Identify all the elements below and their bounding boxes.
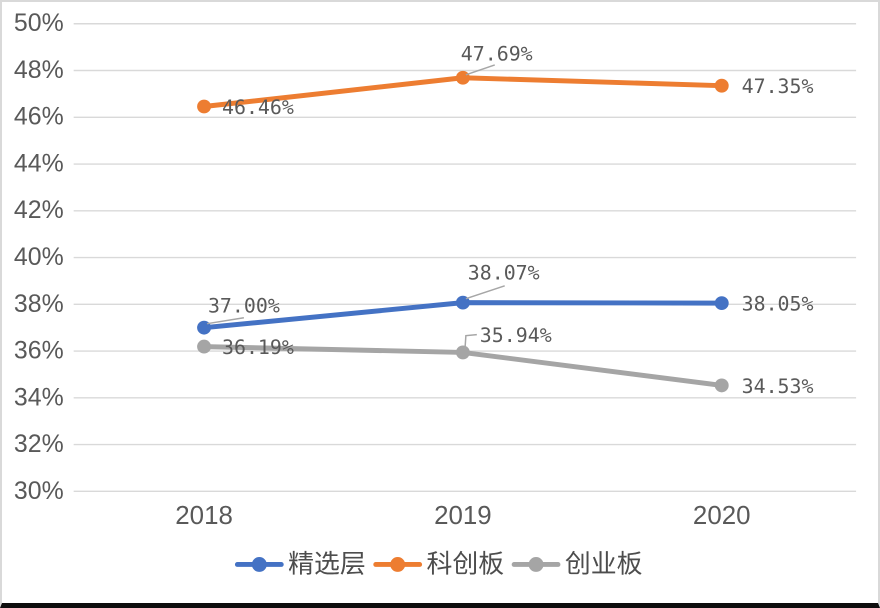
data-label-0-2: 38.05% <box>742 293 814 316</box>
data-label-leader-0-1 <box>465 285 505 300</box>
data-point-marker-1-0 <box>197 99 212 114</box>
data-label-2-2: 34.53% <box>742 375 814 398</box>
legend-marker-dot-2 <box>528 557 544 572</box>
data-label-1-0: 46.46% <box>222 96 294 119</box>
data-point-marker-0-2 <box>714 296 729 311</box>
data-label-leader-2-1 <box>464 333 477 351</box>
x-axis-tick-label: 2020 <box>693 502 751 530</box>
y-axis-tick-label: 50% <box>14 10 64 37</box>
x-axis-tick-label: 2019 <box>434 502 492 530</box>
data-label-leader-1-1 <box>465 64 495 76</box>
data-label-2-0: 36.19% <box>222 336 294 359</box>
data-label-2-1: 35.94% <box>480 324 552 347</box>
data-point-marker-2-1 <box>455 345 470 360</box>
data-point-marker-2-2 <box>714 378 729 393</box>
legend-item-1: 科创板 <box>373 550 505 579</box>
y-axis-tick-label: 32% <box>14 431 64 458</box>
data-point-marker-1-2 <box>714 78 729 93</box>
legend-item-0: 精选层 <box>234 550 366 579</box>
y-axis-tick-label: 30% <box>14 478 64 505</box>
data-label-0-0: 37.00% <box>208 294 280 317</box>
y-axis-tick-label: 40% <box>14 244 64 271</box>
data-label-0-1: 38.07% <box>468 262 540 285</box>
legend-item-2: 创业板 <box>511 550 643 579</box>
legend-label-2: 创业板 <box>565 550 643 579</box>
data-point-marker-1-1 <box>455 70 470 85</box>
legend-label-1: 科创板 <box>427 550 505 579</box>
data-point-marker-2-0 <box>197 339 212 354</box>
y-axis-tick-label: 36% <box>14 338 64 365</box>
y-axis-tick-label: 42% <box>14 197 64 224</box>
data-label-leader-0-0 <box>206 317 245 325</box>
legend-marker-dot-0 <box>251 557 267 572</box>
data-label-1-1: 47.69% <box>461 43 533 66</box>
x-axis-tick-label: 2018 <box>175 502 233 530</box>
y-axis-tick-label: 38% <box>14 291 64 318</box>
y-axis-tick-label: 46% <box>14 104 64 131</box>
legend-marker-dot-1 <box>390 557 406 572</box>
y-axis-tick-label: 44% <box>14 151 64 178</box>
y-axis-tick-label: 48% <box>14 57 64 84</box>
data-label-1-2: 47.35% <box>742 75 814 98</box>
legend-label-0: 精选层 <box>288 550 366 579</box>
y-axis-tick-label: 34% <box>14 384 64 411</box>
